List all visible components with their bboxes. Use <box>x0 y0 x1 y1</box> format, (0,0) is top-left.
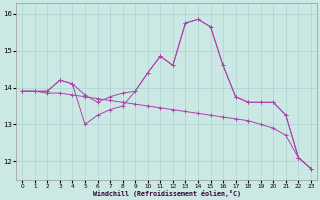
X-axis label: Windchill (Refroidissement éolien,°C): Windchill (Refroidissement éolien,°C) <box>92 190 241 197</box>
